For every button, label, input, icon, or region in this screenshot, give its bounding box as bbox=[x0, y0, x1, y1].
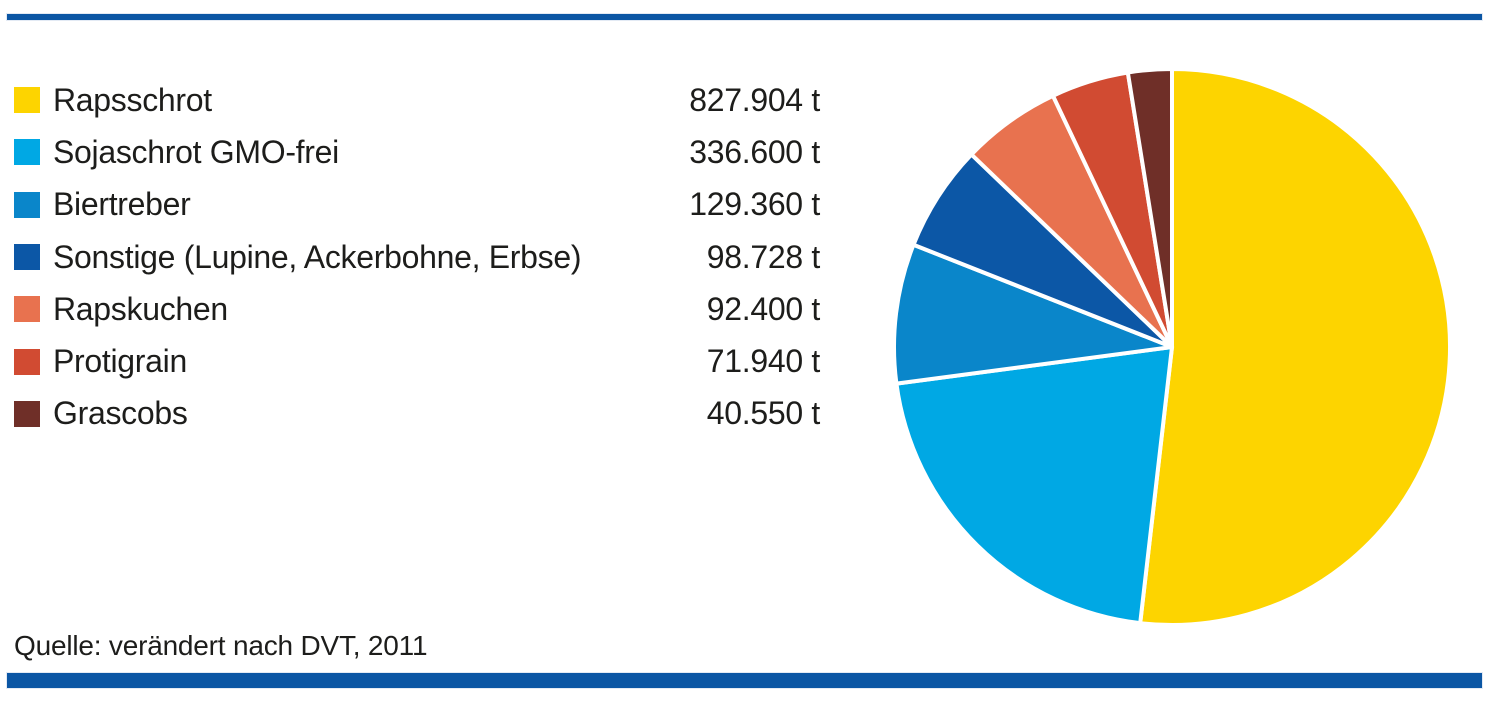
legend-value: 336.600 t bbox=[689, 133, 820, 170]
legend-swatch bbox=[14, 244, 40, 271]
pie-slice-biertreber bbox=[892, 242, 1174, 386]
legend-row-rapskuchen: Rapskuchen 92.400 t bbox=[14, 283, 820, 335]
legend-label: Rapskuchen bbox=[53, 290, 228, 327]
legend-value: 71.940 t bbox=[706, 343, 821, 380]
pie-slice-rapsschrot bbox=[1138, 67, 1453, 627]
source-caption: Quelle: verändert nach DVT, 2011 bbox=[14, 630, 428, 661]
bottom-accent-bar bbox=[7, 673, 1482, 688]
legend-label: Protigrain bbox=[53, 343, 187, 380]
legend-swatch bbox=[14, 348, 40, 375]
legend-label: Grascobs bbox=[53, 395, 188, 432]
legend-swatch bbox=[14, 296, 40, 323]
legend-value: 827.904 t bbox=[689, 81, 820, 118]
top-accent-bar bbox=[7, 14, 1482, 20]
legend-label: Sonstige (Lupine, Ackerbohne, Erbse) bbox=[53, 238, 582, 275]
legend-value: 98.728 t bbox=[706, 238, 821, 275]
legend-row-biertreber: Biertreber 129.360 t bbox=[14, 179, 820, 231]
legend-row-sojaschrot-gmo-frei: Sojaschrot GMO-frei 336.600 t bbox=[14, 126, 820, 178]
legend-row-sonstige-lupine-ackerbohne-erbse: Sonstige (Lupine, Ackerbohne, Erbse) 98.… bbox=[14, 231, 820, 283]
legend-value: 92.400 t bbox=[706, 290, 821, 327]
legend-label: Sojaschrot GMO-frei bbox=[53, 133, 339, 170]
legend-swatch bbox=[14, 400, 40, 427]
legend-label: Biertreber bbox=[53, 186, 191, 223]
legend-swatch bbox=[14, 87, 40, 114]
legend-label: Rapsschrot bbox=[53, 81, 212, 118]
pie-slice-sojaschrot-gmo-frei bbox=[894, 345, 1174, 626]
legend-row-grascobs: Grascobs 40.550 t bbox=[14, 388, 820, 440]
legend-value: 40.550 t bbox=[706, 395, 821, 432]
pie-chart bbox=[892, 67, 1453, 627]
legend-value: 129.360 t bbox=[689, 186, 820, 223]
legend: Rapsschrot 827.904 t Sojaschrot GMO-frei… bbox=[14, 74, 820, 440]
pie-slice-grascobs bbox=[1125, 67, 1174, 349]
legend-swatch bbox=[14, 139, 40, 166]
legend-row-protigrain: Protigrain 71.940 t bbox=[14, 335, 820, 387]
legend-swatch bbox=[14, 191, 40, 218]
legend-row-rapsschrot: Rapsschrot 827.904 t bbox=[14, 74, 820, 126]
